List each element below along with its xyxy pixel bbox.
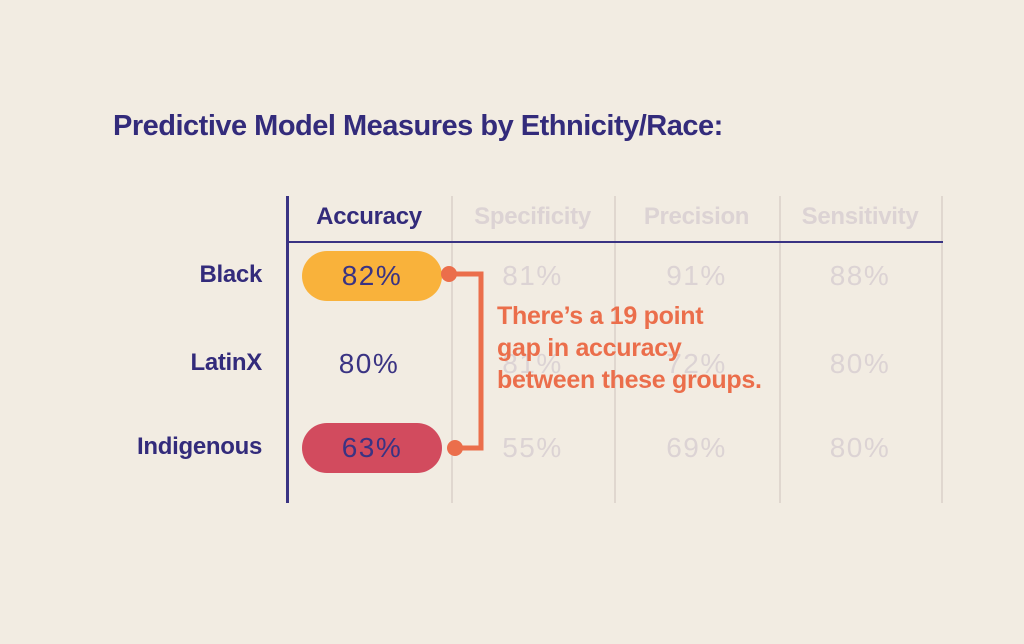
cell-black-specificity: 81% [502,260,563,291]
row-label-black: Black [199,261,262,288]
gap-annotation: There’s a 19 point gap in accuracy betwe… [497,300,762,396]
column-divider [614,196,616,503]
cell-latinx-precision: 72% [666,348,727,379]
cell-black-accuracy: 82% [341,260,403,291]
accuracy-pill-black: 82% [302,251,442,301]
table-right-border [941,196,943,503]
page-title: Predictive Model Measures by Ethnicity/R… [113,110,723,142]
cell-latinx-accuracy: 80% [338,348,400,379]
row-label-indigenous: Indigenous [137,433,262,460]
gap-annotation-line: There’s a 19 point [497,302,704,330]
cell-indigenous-precision: 69% [666,432,727,463]
cell-indigenous-sensitivity: 80% [829,432,891,463]
column-divider [779,196,781,503]
table-left-border [286,196,289,503]
column-header-accuracy: Accuracy [316,203,422,230]
cell-latinx-sensitivity: 80% [829,348,891,379]
row-label-latinx: LatinX [190,349,262,376]
column-header-specificity: Specificity [474,203,591,230]
column-header-precision: Precision [643,203,750,230]
cell-black-sensitivity: 88% [829,260,891,291]
header-underline [287,241,943,243]
cell-indigenous-specificity: 55% [502,432,563,463]
column-header-sensitivity: Sensitivity [801,203,919,230]
gap-annotation-line: between these groups. [497,366,762,394]
cell-indigenous-accuracy: 63% [341,432,403,463]
cell-latinx-specificity: 81% [502,348,563,379]
cell-black-precision: 91% [666,260,727,291]
accuracy-pill-indigenous: 63% [302,423,442,473]
gap-annotation-line: gap in accuracy [497,334,682,362]
